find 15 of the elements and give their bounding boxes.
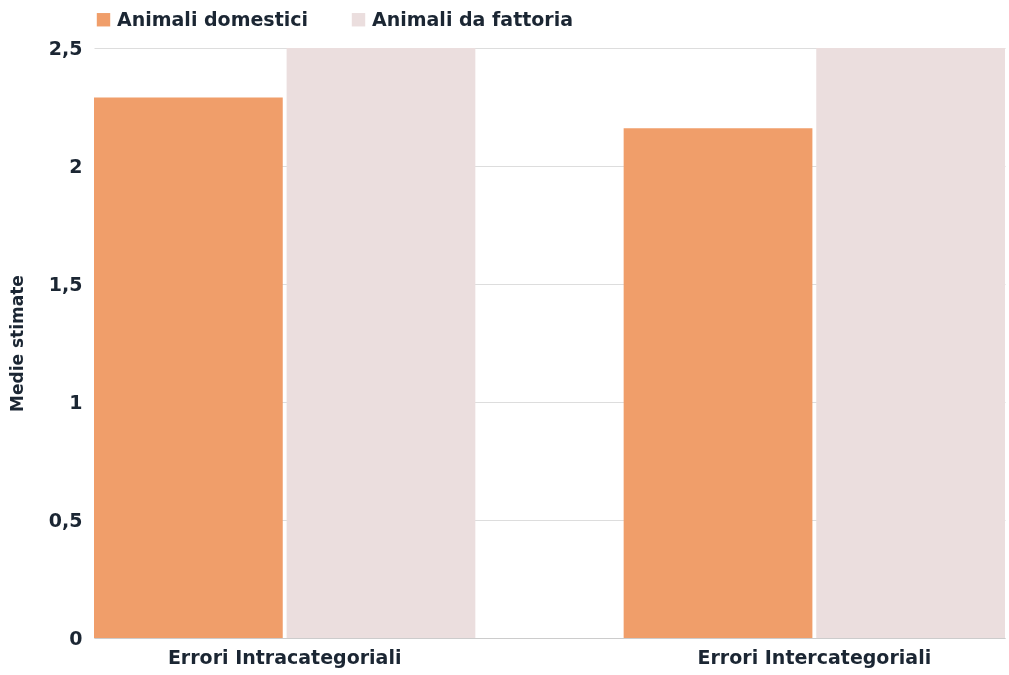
y-tick-label: 2 [69,154,83,177]
bar [623,128,813,638]
x-tick-label: Errori Intracategoriali [167,645,402,668]
bar [816,48,1005,638]
y-tick-label: 1 [69,390,83,413]
y-tick-label: 2,5 [48,36,83,59]
legend-label: Animali da fattoria [372,7,574,30]
x-tick-label: Errori Intercategoriali [697,645,932,668]
y-tick-label: 0 [69,626,83,649]
y-tick-label: 1,5 [48,272,83,295]
y-axis-title: Medie stimate [6,275,27,412]
bar [286,48,476,638]
y-tick-label: 0,5 [48,508,83,531]
legend-label: Animali domestici [117,7,309,30]
bar [94,97,283,638]
